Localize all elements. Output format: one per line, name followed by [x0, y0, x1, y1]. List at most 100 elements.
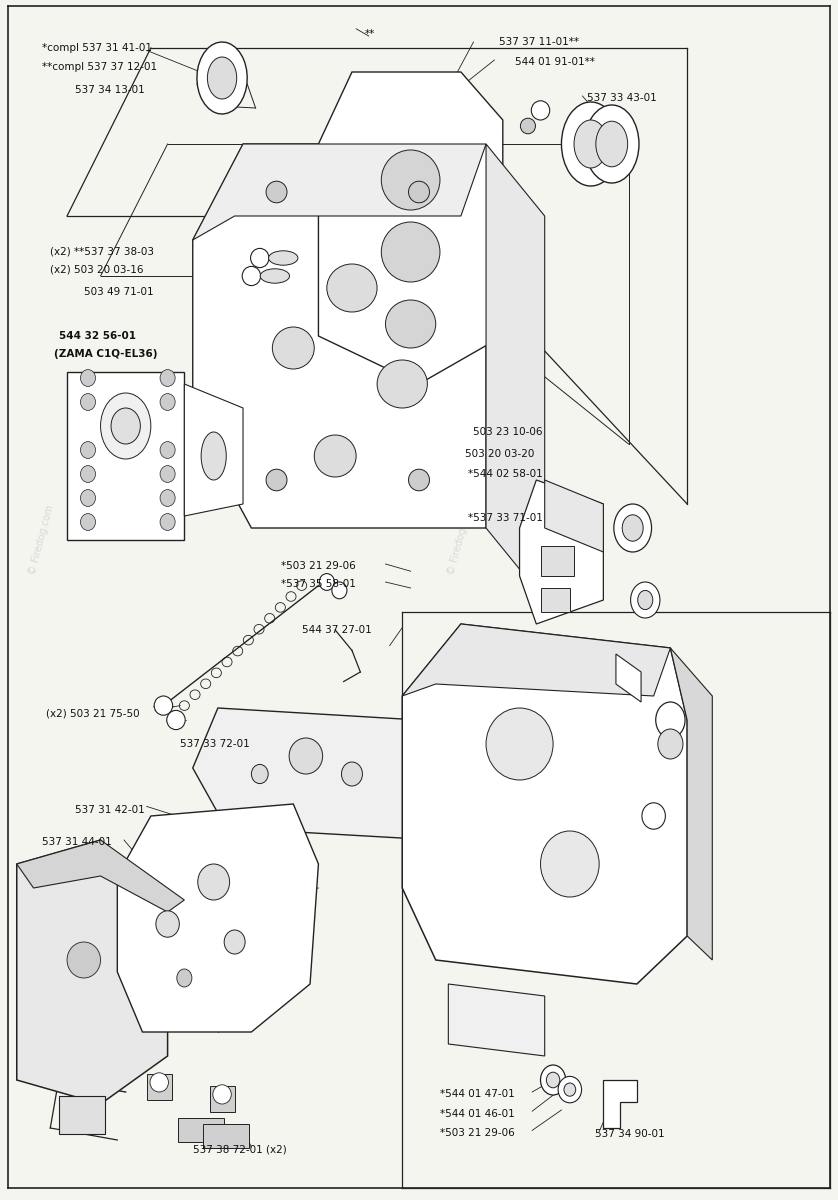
Bar [541, 546, 574, 576]
Ellipse shape [198, 864, 230, 900]
Ellipse shape [160, 514, 175, 530]
Bar [541, 588, 570, 612]
Ellipse shape [272, 326, 314, 370]
Ellipse shape [101, 392, 151, 458]
Ellipse shape [201, 432, 226, 480]
Ellipse shape [80, 394, 96, 410]
Ellipse shape [160, 466, 175, 482]
Ellipse shape [266, 469, 287, 491]
Text: 537 33 43-01: 537 33 43-01 [587, 94, 656, 103]
Ellipse shape [656, 702, 685, 738]
Ellipse shape [266, 181, 287, 203]
Polygon shape [17, 840, 168, 1104]
Ellipse shape [160, 490, 175, 506]
Text: 503 49 71-01: 503 49 71-01 [84, 287, 153, 296]
Bar [59, 1096, 105, 1134]
Polygon shape [318, 72, 503, 384]
Bar [203, 1124, 249, 1148]
Text: *537 33 71-01: *537 33 71-01 [468, 514, 542, 523]
Text: 503 23 10-06: 503 23 10-06 [473, 427, 543, 437]
Text: © Firedog.com: © Firedog.com [28, 504, 56, 576]
Ellipse shape [67, 942, 101, 978]
Ellipse shape [80, 490, 96, 506]
Polygon shape [616, 654, 641, 702]
Ellipse shape [541, 830, 599, 896]
Text: *compl 537 31 41-01: *compl 537 31 41-01 [42, 43, 152, 53]
Polygon shape [402, 624, 687, 984]
Ellipse shape [268, 251, 298, 265]
Ellipse shape [385, 300, 436, 348]
Ellipse shape [409, 469, 430, 491]
Polygon shape [520, 480, 603, 624]
Ellipse shape [167, 710, 185, 730]
Text: **: ** [365, 29, 375, 38]
Ellipse shape [156, 911, 179, 937]
Ellipse shape [332, 582, 347, 599]
Text: *544 02 58-01: *544 02 58-01 [468, 469, 542, 479]
Ellipse shape [342, 762, 362, 786]
Ellipse shape [111, 408, 140, 444]
Text: 537 34 13-01: 537 34 13-01 [75, 85, 145, 95]
Ellipse shape [213, 1085, 231, 1104]
Ellipse shape [177, 970, 192, 986]
Text: © Firedog.com: © Firedog.com [447, 504, 475, 576]
Bar [210, 1086, 235, 1112]
Text: © Firedog.com: © Firedog.com [237, 804, 266, 876]
Ellipse shape [381, 150, 440, 210]
Polygon shape [448, 984, 545, 1056]
Polygon shape [184, 384, 243, 516]
Ellipse shape [596, 121, 628, 167]
Text: *544 01 46-01: *544 01 46-01 [440, 1109, 515, 1118]
Ellipse shape [242, 266, 261, 286]
Ellipse shape [541, 1066, 566, 1094]
Ellipse shape [208, 56, 237, 98]
Ellipse shape [289, 738, 323, 774]
Ellipse shape [251, 248, 269, 268]
Polygon shape [670, 648, 712, 960]
Polygon shape [603, 1080, 637, 1128]
Polygon shape [193, 144, 486, 240]
Text: 537 31 44-01: 537 31 44-01 [42, 838, 111, 847]
Text: 544 32 56-01: 544 32 56-01 [59, 331, 136, 341]
Ellipse shape [638, 590, 653, 610]
Text: *503 21 29-06: *503 21 29-06 [440, 1128, 515, 1138]
Polygon shape [545, 480, 603, 552]
Ellipse shape [260, 269, 290, 283]
Ellipse shape [486, 708, 553, 780]
Text: (x2) 503 21 75-50: (x2) 503 21 75-50 [46, 709, 140, 719]
Ellipse shape [561, 102, 620, 186]
Ellipse shape [585, 104, 639, 182]
Ellipse shape [319, 574, 334, 590]
Polygon shape [193, 144, 486, 528]
Ellipse shape [327, 264, 377, 312]
Text: 537 37 11-01**: 537 37 11-01** [499, 37, 578, 47]
Text: 544 01 91-01**: 544 01 91-01** [515, 58, 595, 67]
Ellipse shape [80, 466, 96, 482]
Ellipse shape [225, 930, 245, 954]
Ellipse shape [631, 582, 660, 618]
Ellipse shape [658, 728, 683, 758]
Polygon shape [486, 144, 545, 600]
Ellipse shape [80, 370, 96, 386]
Text: (x2) 503 20 03-16: (x2) 503 20 03-16 [50, 265, 144, 275]
Polygon shape [67, 372, 184, 540]
Ellipse shape [531, 101, 550, 120]
Text: 544 37 27-01: 544 37 27-01 [302, 625, 371, 635]
Ellipse shape [80, 442, 96, 458]
Ellipse shape [409, 181, 430, 203]
Text: (ZAMA C1Q-EL36): (ZAMA C1Q-EL36) [54, 349, 158, 359]
Ellipse shape [558, 1076, 582, 1103]
Ellipse shape [154, 696, 173, 715]
Ellipse shape [520, 119, 535, 133]
Ellipse shape [150, 1073, 168, 1092]
Text: 537 33 72-01: 537 33 72-01 [180, 739, 250, 749]
Ellipse shape [546, 1073, 560, 1087]
Ellipse shape [251, 764, 268, 784]
Ellipse shape [197, 42, 247, 114]
Text: *503 21 29-06: *503 21 29-06 [281, 562, 355, 571]
Ellipse shape [160, 370, 175, 386]
Ellipse shape [574, 120, 608, 168]
Ellipse shape [377, 360, 427, 408]
Polygon shape [117, 804, 318, 1032]
Ellipse shape [564, 1082, 576, 1097]
